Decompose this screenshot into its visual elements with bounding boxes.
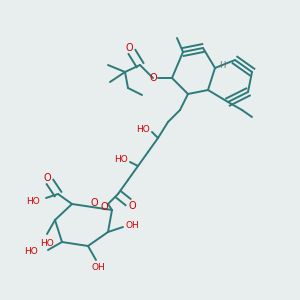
- Text: O: O: [43, 173, 51, 183]
- Text: HO: HO: [40, 239, 54, 248]
- Text: O: O: [128, 201, 136, 211]
- Text: H: H: [219, 61, 225, 70]
- Text: O: O: [90, 198, 98, 208]
- Text: OH: OH: [91, 263, 105, 272]
- Text: O: O: [125, 43, 133, 53]
- Text: O: O: [100, 202, 108, 212]
- Text: OH: OH: [125, 220, 139, 230]
- Text: HO: HO: [114, 155, 128, 164]
- Text: HO: HO: [26, 196, 40, 206]
- Text: O: O: [149, 73, 157, 83]
- Text: HO: HO: [24, 248, 38, 256]
- Text: HO: HO: [136, 125, 150, 134]
